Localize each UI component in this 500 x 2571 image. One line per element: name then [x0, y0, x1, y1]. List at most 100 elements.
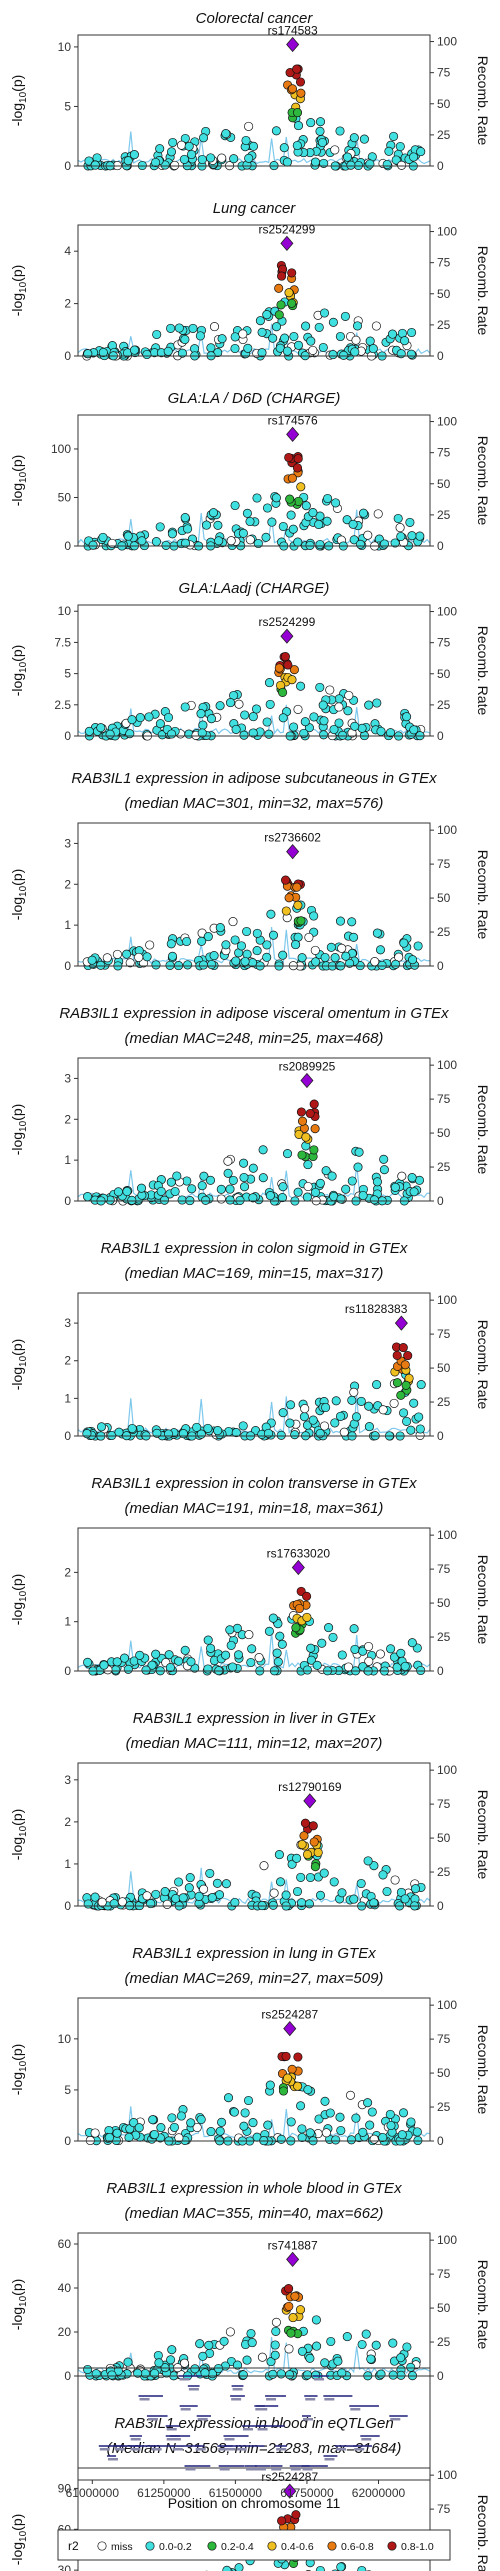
snp-point: [409, 725, 419, 735]
snp-point: [289, 722, 299, 732]
recomb-tick-label: 75: [437, 2267, 451, 2281]
snp-point: [180, 1645, 190, 1655]
snp-point: [265, 2080, 275, 2090]
snp-point: [258, 1145, 268, 1155]
recomb-tick-label: 25: [437, 318, 451, 332]
snp-point: [268, 930, 279, 940]
snp-point: [164, 1650, 174, 1660]
snp-point: [180, 702, 190, 712]
recomb-tick-label: 0: [437, 2134, 444, 2148]
recomb-tick-label: 100: [437, 1058, 457, 1072]
snp-point: [306, 118, 316, 128]
snp-point: [289, 665, 299, 675]
recomb-tick-label: 75: [437, 2032, 451, 2046]
snp-point: [364, 1401, 374, 1411]
snp-point: [225, 1184, 235, 1194]
gene-name-mark: [303, 2418, 314, 2421]
snp-point: [242, 2355, 252, 2365]
snp-point: [180, 538, 191, 548]
snp-point: [257, 348, 267, 358]
recomb-tick-label: 100: [437, 1528, 457, 1542]
snp-point: [292, 463, 303, 473]
panel-title: RAB3IL1 expression in colon sigmoid in G…: [101, 1240, 408, 1257]
snp-point: [122, 949, 132, 959]
snp-point: [296, 1107, 306, 1117]
snp-point: [239, 1158, 249, 1168]
snp-point: [305, 1108, 315, 1119]
snp-point: [151, 157, 161, 168]
snp-point: [244, 153, 254, 163]
snp-point: [396, 1648, 406, 1658]
snp-point: [182, 936, 192, 947]
snp-point: [186, 149, 197, 160]
y-tick-label: 2: [64, 1815, 71, 1829]
plot-frame: [77, 414, 431, 547]
snp-point: [407, 531, 417, 541]
y-tick-label: 1: [64, 1857, 71, 1871]
snp-point: [416, 147, 426, 157]
snp-point: [363, 1856, 373, 1866]
snp-point: [310, 157, 321, 167]
snp-point: [302, 2370, 313, 2380]
snp-point: [197, 154, 207, 165]
y-tick-label: 0: [64, 1429, 71, 1443]
snp-point: [123, 156, 133, 166]
snp-point: [372, 928, 382, 938]
gene-name-mark: [314, 2378, 325, 2381]
legend-item-label: 0.6-0.8: [341, 2541, 374, 2553]
snp-point: [276, 300, 286, 310]
legend-item-label: 0.2-0.4: [221, 2541, 254, 2553]
snp-point: [353, 1162, 363, 1172]
snp-point: [117, 1897, 127, 1907]
snp-point: [223, 1168, 233, 1178]
snp-point: [337, 943, 347, 953]
snp-point: [282, 346, 292, 356]
legend-swatch: [327, 2541, 337, 2551]
snp-point: [274, 663, 284, 673]
snp-point: [369, 1898, 379, 1908]
snp-point: [194, 1891, 204, 1901]
snp-point: [287, 2064, 297, 2074]
snp-point: [302, 1665, 312, 1675]
snp-point: [151, 1889, 161, 1899]
snp-point: [248, 712, 258, 722]
panel-11: RAB3IL1 expression in whole blood in GTE…: [9, 2180, 491, 2383]
snp-point: [285, 2370, 295, 2380]
snp-point: [312, 2341, 322, 2351]
panel-title: RAB3IL1 expression in adipose subcutaneo…: [71, 770, 437, 787]
recomb-axis-label: Recomb. Rate: [475, 246, 491, 336]
gene-name-mark: [361, 2438, 372, 2441]
snp-point: [317, 137, 328, 148]
snp-point: [375, 1649, 385, 1659]
snp-point: [303, 1181, 313, 1192]
snp-point: [372, 1177, 382, 1187]
snp-point: [359, 134, 369, 144]
y-tick-label: 0: [64, 2369, 71, 2383]
snp-point: [185, 1873, 195, 1883]
snp-point: [270, 2340, 280, 2350]
snp-point: [334, 718, 344, 728]
snp-point: [290, 2291, 300, 2301]
snp-point: [98, 532, 108, 542]
snp-point: [315, 539, 325, 550]
snp-point: [147, 1660, 157, 1670]
snp-point: [320, 2358, 330, 2368]
snp-point: [292, 108, 303, 118]
plot-frame: [77, 1292, 431, 1437]
snp-point: [385, 728, 396, 738]
x-tick-label: 61000000: [66, 2486, 120, 2500]
snp-point: [160, 1887, 170, 1897]
panel-title: GLA:LAadj (CHARGE): [179, 580, 330, 597]
snp-point: [285, 494, 295, 504]
snp-point: [287, 268, 297, 278]
gene-name-mark: [302, 2468, 313, 2471]
snp-point: [335, 2112, 345, 2122]
snp-point: [287, 675, 297, 685]
snp-point: [373, 509, 383, 519]
snp-point: [350, 1644, 360, 1654]
recomb-tick-label: 0: [437, 2369, 444, 2383]
snp-point: [302, 1192, 312, 1202]
snp-point: [302, 1612, 312, 1622]
y-axis-label: -log10(p): [9, 1574, 29, 1626]
snp-point: [262, 940, 272, 950]
